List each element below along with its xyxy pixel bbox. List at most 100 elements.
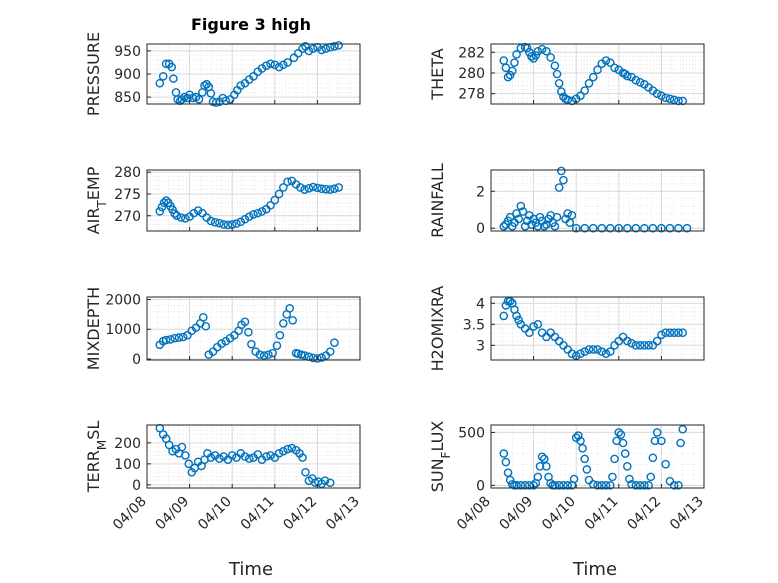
data-point [640, 340, 649, 350]
data-point [601, 481, 611, 490]
data-point [533, 319, 543, 329]
data-point [230, 330, 239, 340]
data-point [274, 189, 284, 199]
data-point [264, 350, 273, 359]
data-point [198, 313, 208, 322]
data-point [631, 75, 641, 85]
y-tick-label: 0 [132, 352, 141, 368]
data-point [313, 354, 322, 363]
data-point [279, 183, 288, 192]
data-point [215, 454, 224, 463]
series-air_temp [155, 176, 344, 230]
data-point [563, 95, 572, 105]
data-point [661, 328, 670, 338]
data-point [232, 219, 241, 228]
data-point [308, 353, 318, 363]
data-point [580, 86, 590, 95]
data-point [625, 474, 634, 484]
data-point [177, 442, 187, 452]
data-point [159, 198, 169, 207]
data-point [505, 70, 515, 80]
y-tick-label: 3.5 [463, 317, 485, 333]
data-point [533, 472, 543, 482]
data-point [542, 461, 551, 471]
data-point [210, 217, 220, 227]
data-point [244, 212, 254, 221]
data-point [236, 217, 246, 227]
data-point [227, 451, 237, 460]
data-point [537, 452, 547, 462]
data-point [610, 63, 619, 73]
y-axis-label: THETA [428, 48, 447, 100]
data-point [503, 72, 513, 82]
data-point [270, 60, 280, 70]
data-point [514, 315, 523, 325]
y-axis-label: AIRTEMP [84, 166, 109, 234]
data-point [652, 428, 662, 437]
data-point [678, 424, 688, 434]
data-point [300, 351, 309, 360]
y-axis-label-part: THETA [428, 48, 447, 100]
figure-title: Figure 3 high [191, 15, 311, 34]
data-point [559, 481, 568, 490]
data-point [620, 449, 630, 458]
data-point [580, 223, 590, 233]
data-point [211, 98, 221, 107]
data-point [527, 52, 536, 61]
y-tick-label: 2000 [105, 292, 141, 308]
y-axis-label-subscript: T [95, 200, 109, 209]
data-point [313, 183, 322, 193]
axes-box [490, 43, 705, 105]
data-point [576, 436, 585, 446]
data-point [657, 330, 666, 340]
y-tick-label: 950 [114, 44, 141, 60]
data-point [516, 201, 526, 211]
data-point [257, 207, 267, 216]
data-point [304, 183, 314, 193]
data-point [635, 77, 645, 87]
data-point [499, 311, 509, 321]
data-point [206, 89, 216, 98]
data-point [296, 350, 306, 359]
y-tick-label: 900 [114, 67, 141, 83]
data-point [261, 452, 271, 461]
plot-area [147, 297, 360, 360]
data-point [155, 78, 165, 88]
data-point [571, 223, 581, 233]
data-point [529, 481, 538, 490]
y-axis-label: TERRMSL [84, 421, 109, 494]
series-terr_msl [155, 423, 335, 489]
data-point [279, 318, 288, 328]
data-point [174, 333, 184, 342]
data-point [635, 340, 645, 350]
data-point [669, 481, 679, 490]
data-point [330, 184, 339, 194]
data-point [240, 317, 250, 327]
data-point [189, 208, 199, 218]
axes-box [490, 169, 705, 232]
data-point [191, 323, 201, 333]
data-point [576, 91, 585, 101]
data-point [563, 481, 572, 490]
data-point [279, 446, 288, 456]
data-point [605, 58, 615, 67]
data-point [253, 208, 263, 218]
data-point [522, 43, 532, 53]
series-mixdepth [155, 304, 339, 363]
data-point [605, 223, 615, 233]
data-point [550, 61, 560, 71]
y-axis-label-part: PRESSURE [84, 32, 103, 116]
data-point [193, 206, 203, 215]
data-point [665, 223, 675, 233]
data-point [177, 95, 187, 104]
data-point [531, 51, 541, 60]
data-point [201, 321, 211, 331]
data-point [244, 327, 253, 337]
data-point [554, 79, 564, 88]
data-point [682, 223, 692, 233]
data-point [279, 60, 288, 70]
data-point [325, 478, 335, 488]
data-point [661, 459, 670, 469]
axes-box [490, 424, 705, 489]
data-point [546, 53, 555, 62]
